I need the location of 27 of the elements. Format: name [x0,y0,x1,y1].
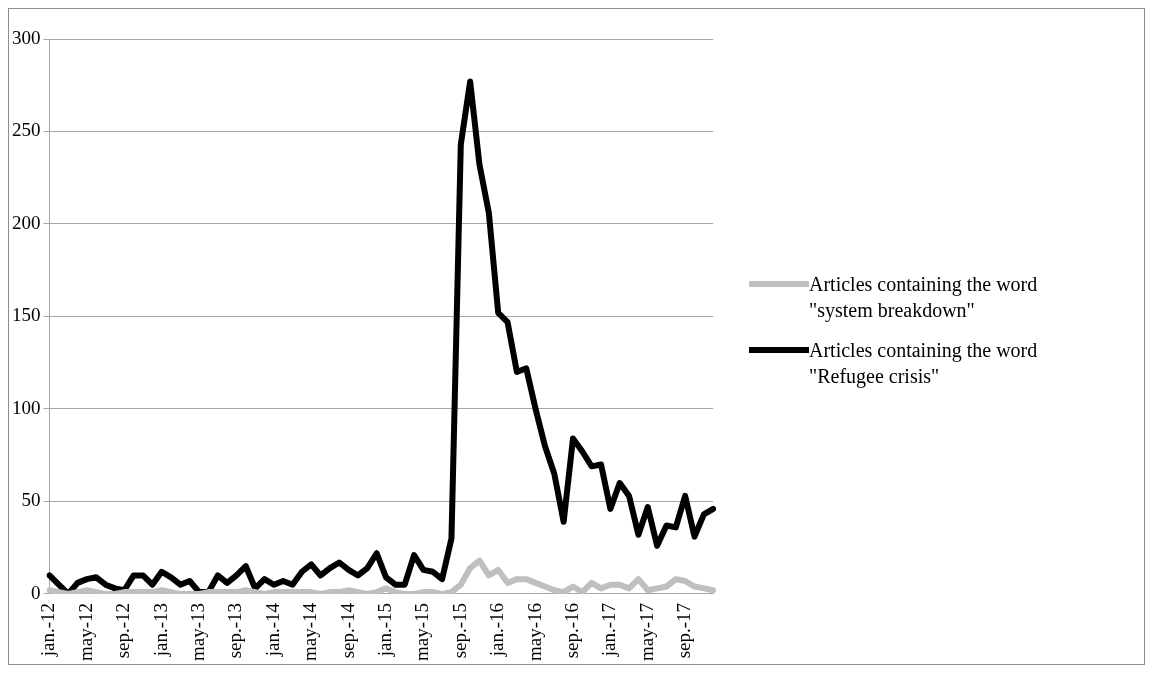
legend-label: Articles containing the word "system breakdown" [809,271,1039,323]
legend-label: Articles containing the word "Refugee crisis" [809,337,1039,389]
y-tick-label: 50 [21,489,41,511]
x-tick-label: jan.-14 [261,602,283,658]
x-tick-label: may-13 [187,602,209,662]
x-tick-label: may-16 [523,602,545,662]
x-tick-label: jan.-13 [149,602,171,658]
x-tick-label: sep.-13 [224,602,246,659]
x-tick-label: sep.-14 [336,602,358,659]
x-tick-label: sep.-17 [673,602,695,659]
x-tick-label: may-15 [411,602,433,662]
x-tick-label: may-17 [635,602,657,662]
y-tick-label: 0 [31,581,41,603]
y-tick-label: 250 [12,119,41,141]
x-tick-label: sep.-12 [112,602,134,659]
y-tick-label: 200 [12,211,41,233]
x-tick-label: sep.-15 [448,602,470,659]
x-tick-label: sep.-16 [560,602,582,659]
x-tick-label: jan.-12 [37,602,59,658]
x-tick-label: jan.-15 [374,602,396,658]
y-tick-label: 150 [12,304,41,326]
y-tick-label: 100 [12,396,41,418]
x-tick-label: jan.-16 [486,602,508,658]
x-tick-label: may-14 [299,602,321,662]
x-tick-label: jan.-17 [598,602,620,658]
x-tick-label: may-12 [74,602,96,662]
y-tick-label: 300 [12,26,41,48]
